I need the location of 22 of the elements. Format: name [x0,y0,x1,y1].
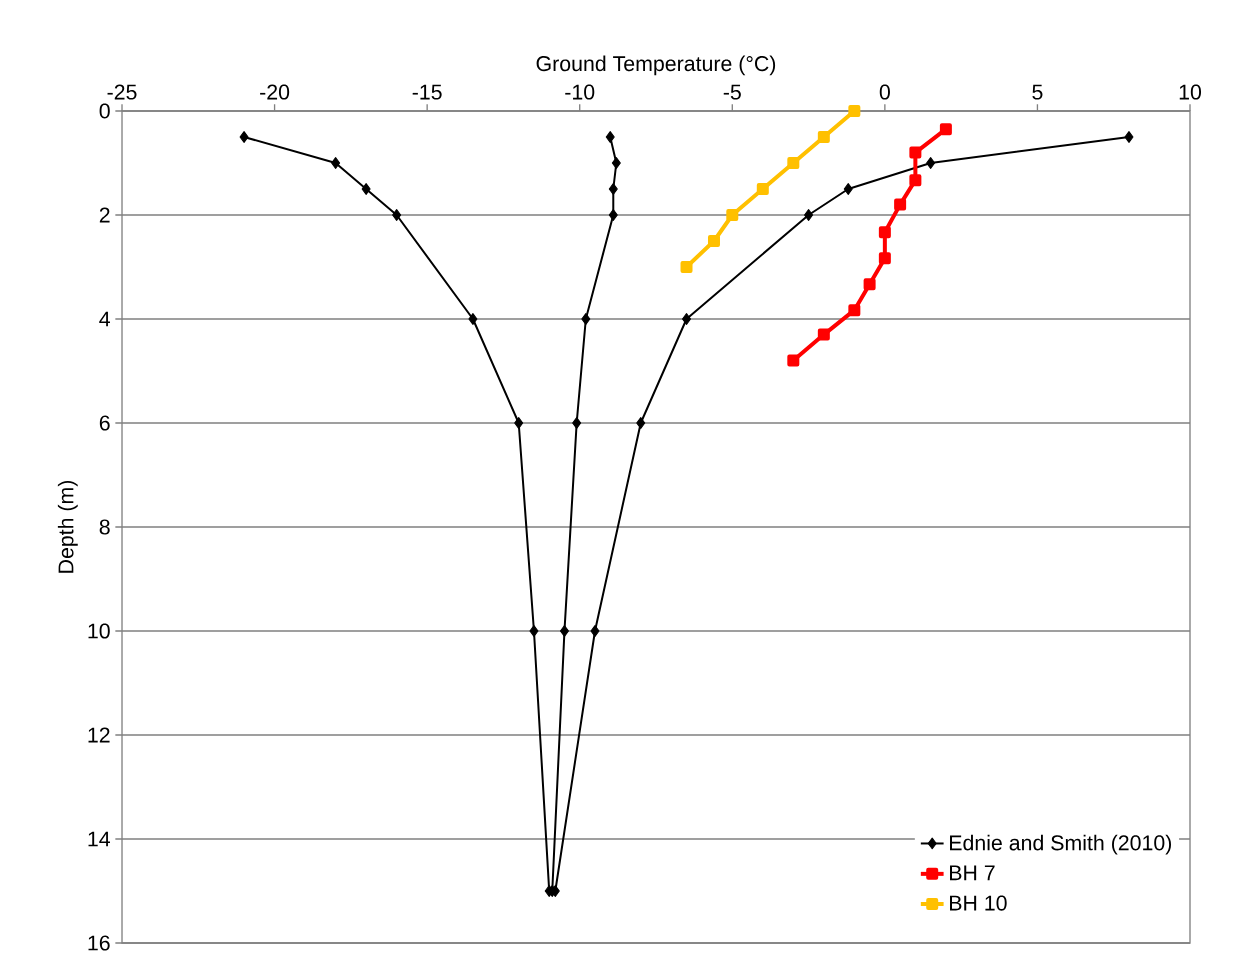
y-axis-title: Depth (m) [57,480,78,573]
x-tick-label: -20 [260,84,290,100]
x-tick-label: -10 [565,84,595,100]
x-tick-label: 0 [879,84,890,100]
y-tick-label: 6 [99,415,110,431]
legend-label: BH 7 [950,865,995,881]
x-tick-label: 10 [1179,84,1202,100]
x-axis-title: Ground Temperature (°C) [536,55,776,76]
legend-label: BH 10 [950,895,1007,911]
x-tick-label: -5 [723,84,741,100]
y-tick-label: 14 [88,831,110,847]
x-tick-label: -25 [107,84,137,100]
y-tick-label: 8 [99,519,110,535]
y-tick-label: 0 [99,103,110,119]
y-tick-label: 4 [99,311,110,327]
y-tick-label: 2 [99,207,110,223]
y-tick-label: 16 [88,935,110,951]
x-tick-label: -15 [412,84,442,100]
y-tick-label: 10 [88,623,110,639]
x-tick-label: 5 [1032,84,1043,100]
legend-label: Ednie and Smith (2010) [950,834,1172,855]
y-tick-label: 12 [88,727,110,743]
